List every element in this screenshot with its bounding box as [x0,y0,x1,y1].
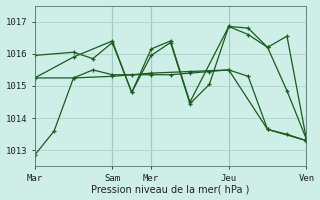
X-axis label: Pression niveau de la mer( hPa ): Pression niveau de la mer( hPa ) [91,184,250,194]
